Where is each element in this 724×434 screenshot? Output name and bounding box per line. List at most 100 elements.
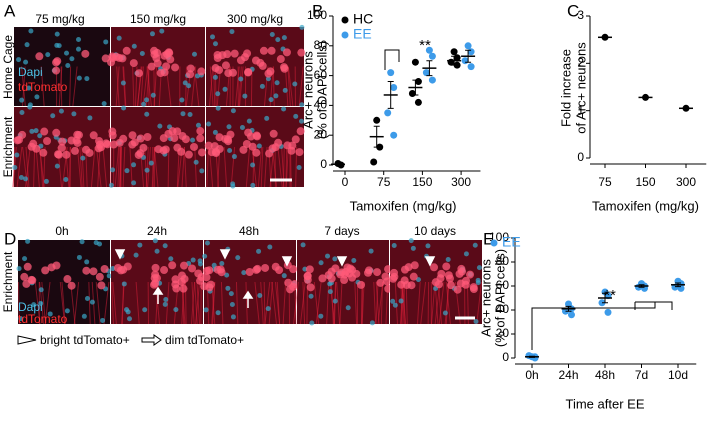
- y-tick-label: 1: [577, 103, 584, 117]
- cell: [189, 142, 198, 151]
- legend-marker: [490, 239, 498, 247]
- y-tick-label: 20: [496, 326, 510, 340]
- nucleus: [265, 76, 271, 82]
- neurite: [326, 281, 330, 325]
- neurite: [40, 66, 45, 107]
- data-point: [390, 84, 398, 92]
- nucleus: [58, 108, 64, 114]
- cell: [150, 46, 159, 55]
- cell: [453, 285, 462, 294]
- cell: [215, 133, 224, 142]
- neurite: [72, 66, 78, 107]
- cell: [437, 269, 446, 278]
- neurite: [97, 146, 101, 188]
- neurite: [194, 146, 197, 188]
- nucleus: [226, 124, 232, 130]
- neurite: [445, 281, 450, 325]
- nucleus: [84, 259, 90, 265]
- neurite: [193, 66, 200, 107]
- cell: [288, 141, 297, 150]
- nucleus: [212, 74, 218, 80]
- nucleus: [215, 91, 221, 97]
- column-title: 0h: [55, 224, 68, 238]
- nucleus: [293, 113, 299, 119]
- cell: [95, 272, 104, 281]
- nucleus: [256, 143, 262, 149]
- neurite: [147, 146, 151, 188]
- y-tick-label: 60: [314, 68, 328, 82]
- cell: [253, 264, 262, 273]
- nucleus: [215, 310, 221, 316]
- panel-label: D: [4, 229, 16, 248]
- cell: [54, 150, 63, 159]
- cell: [70, 146, 79, 155]
- cell: [305, 265, 314, 274]
- neurite: [167, 146, 170, 188]
- error-bar: [387, 81, 394, 109]
- neurite: [122, 146, 126, 188]
- nucleus: [281, 273, 287, 279]
- x-tick-label: 48h: [595, 368, 615, 382]
- nucleus: [131, 162, 137, 168]
- nucleus: [241, 270, 247, 276]
- panel-label: E: [483, 229, 494, 248]
- nucleus: [199, 168, 205, 174]
- nucleus: [242, 93, 248, 99]
- neurite: [223, 146, 228, 188]
- cell: [252, 148, 261, 157]
- neurite: [16, 146, 23, 188]
- nucleus: [157, 123, 163, 129]
- nucleus: [193, 159, 199, 165]
- nucleus: [159, 28, 165, 34]
- error-bar: [451, 55, 458, 66]
- nucleus: [37, 133, 43, 139]
- column-title: 10 days: [414, 224, 456, 238]
- neurite: [260, 281, 264, 325]
- nucleus: [206, 121, 212, 127]
- cell: [139, 143, 148, 152]
- cell: [188, 264, 197, 273]
- nucleus: [235, 255, 241, 261]
- nucleus: [64, 308, 70, 314]
- cell: [357, 280, 366, 289]
- data-point: [461, 57, 469, 65]
- cell: [186, 70, 195, 79]
- nucleus: [398, 298, 404, 304]
- nucleus: [257, 292, 263, 298]
- nucleus: [168, 256, 174, 262]
- cell: [135, 69, 144, 78]
- neurite: [44, 281, 51, 325]
- neurite: [416, 281, 421, 325]
- cell: [458, 267, 467, 276]
- cell: [274, 138, 283, 147]
- column-title: 24h: [147, 224, 167, 238]
- cell: [67, 281, 76, 290]
- neurite: [238, 66, 242, 107]
- nucleus: [148, 160, 154, 166]
- nucleus: [162, 301, 168, 307]
- nucleus: [225, 285, 231, 291]
- x-tick-label: 0h: [525, 368, 538, 382]
- neurite: [190, 281, 196, 325]
- neurite: [284, 66, 289, 107]
- cell: [280, 63, 289, 72]
- cell: [271, 262, 280, 271]
- cell: [259, 46, 268, 55]
- cell: [269, 129, 278, 138]
- neurite: [214, 66, 217, 107]
- cell: [173, 143, 182, 152]
- nucleus: [179, 97, 185, 103]
- cell: [168, 261, 177, 270]
- nucleus: [463, 251, 469, 257]
- cell: [410, 261, 419, 270]
- nucleus: [246, 118, 252, 124]
- cell: [229, 68, 238, 77]
- column-title: 7 days: [324, 224, 359, 238]
- cell: [156, 69, 165, 78]
- nucleus: [219, 261, 225, 267]
- cell: [407, 281, 416, 290]
- nucleus: [327, 281, 333, 287]
- cell: [184, 150, 193, 159]
- nucleus: [84, 76, 90, 82]
- neurite: [103, 281, 110, 325]
